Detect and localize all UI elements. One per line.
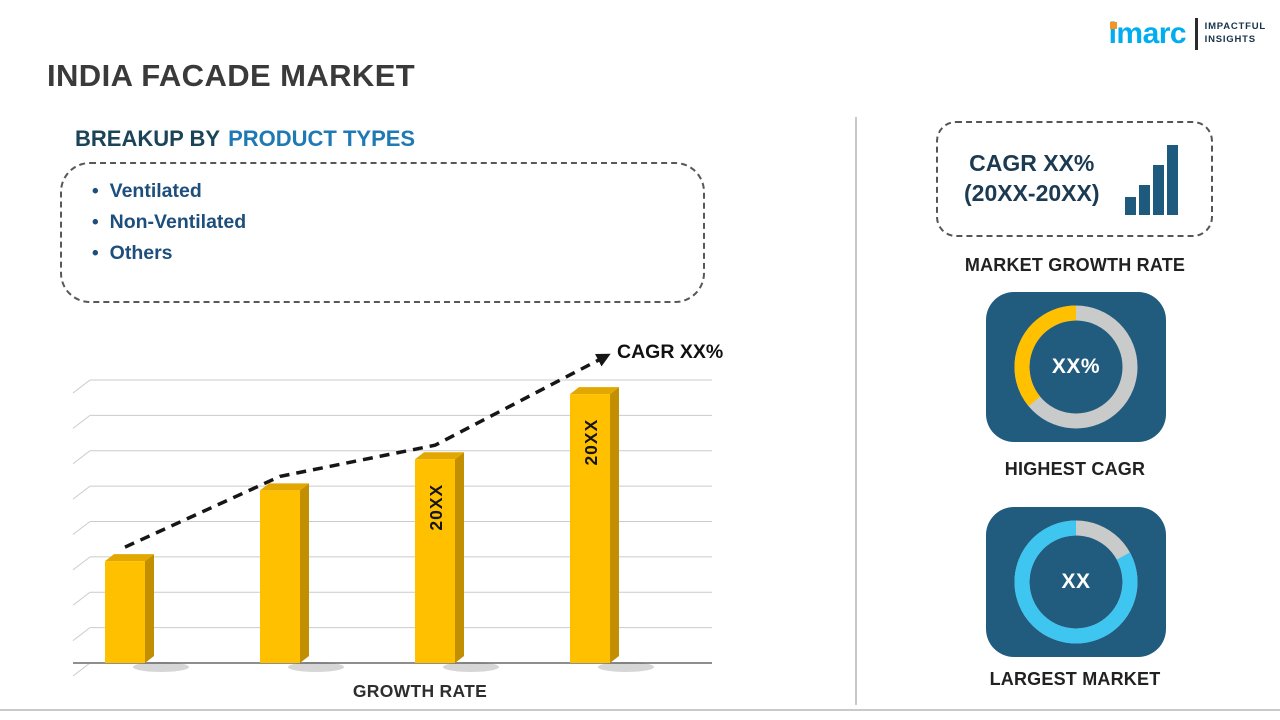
- imarc-logo: imarc IMPACTFUL INSIGHTS: [1109, 18, 1266, 50]
- section-heading: BREAKUP BY PRODUCT TYPES: [75, 126, 415, 152]
- donut-chart-largest-market: [1014, 520, 1138, 644]
- product-type-item: Others: [92, 238, 703, 269]
- section-heading-accent: PRODUCT TYPES: [228, 126, 416, 151]
- page-title: INDIA FACADE MARKET: [47, 58, 416, 93]
- logo-text: imarc: [1108, 17, 1187, 50]
- product-type-label: Non-Ventilated: [109, 211, 247, 233]
- growth-bars-icon: [1125, 145, 1178, 215]
- imarc-logo-wordmark: imarc: [1109, 19, 1187, 49]
- cagr-period: (20XX-20XX): [964, 180, 1100, 206]
- growth-rate-axis-label: GROWTH RATE: [352, 681, 488, 701]
- growth-rate-bar-chart: 20XX 20XX: [72, 353, 712, 677]
- largest-market-label: LARGEST MARKET: [989, 669, 1161, 689]
- highest-cagr-value: XX%: [1051, 355, 1101, 378]
- section-heading-prefix: BREAKUP BY: [75, 126, 221, 151]
- product-type-label: Others: [109, 242, 173, 264]
- logo-divider: [1195, 18, 1198, 50]
- largest-market-tile: XX: [986, 507, 1166, 657]
- vertical-divider: [855, 117, 857, 705]
- logo-tagline: IMPACTFUL INSIGHTS: [1205, 21, 1266, 47]
- logo-i-dot-icon: [1110, 22, 1118, 29]
- bullet-icon: [92, 242, 110, 265]
- cagr-box-text: CAGR XX% (20XX-20XX): [964, 149, 1100, 209]
- svg-text:20XX: 20XX: [426, 484, 446, 531]
- logo-tagline-line2: INSIGHTS: [1204, 34, 1256, 45]
- product-type-label: Ventilated: [109, 180, 202, 202]
- largest-market-value: XX: [1061, 570, 1091, 593]
- logo-tagline-line1: IMPACTFUL: [1204, 21, 1266, 33]
- market-growth-rate-label: MARKET GROWTH RATE: [964, 255, 1186, 275]
- bullet-icon: [92, 211, 110, 234]
- highest-cagr-label: HIGHEST CAGR: [1004, 459, 1146, 479]
- bottom-rule: [0, 709, 1280, 711]
- product-type-item: Ventilated: [92, 176, 703, 207]
- svg-text:20XX: 20XX: [581, 419, 601, 466]
- cagr-trend-label: CAGR XX%: [617, 341, 724, 363]
- cagr-box: CAGR XX% (20XX-20XX): [936, 121, 1213, 237]
- highest-cagr-tile: XX%: [986, 292, 1166, 442]
- cagr-value: CAGR XX%: [969, 150, 1095, 177]
- product-type-item: Non-Ventilated: [92, 207, 703, 238]
- donut-chart-highest-cagr: [1014, 305, 1138, 429]
- product-types-box: Ventilated Non-Ventilated Others: [60, 162, 705, 303]
- bullet-icon: [92, 180, 110, 203]
